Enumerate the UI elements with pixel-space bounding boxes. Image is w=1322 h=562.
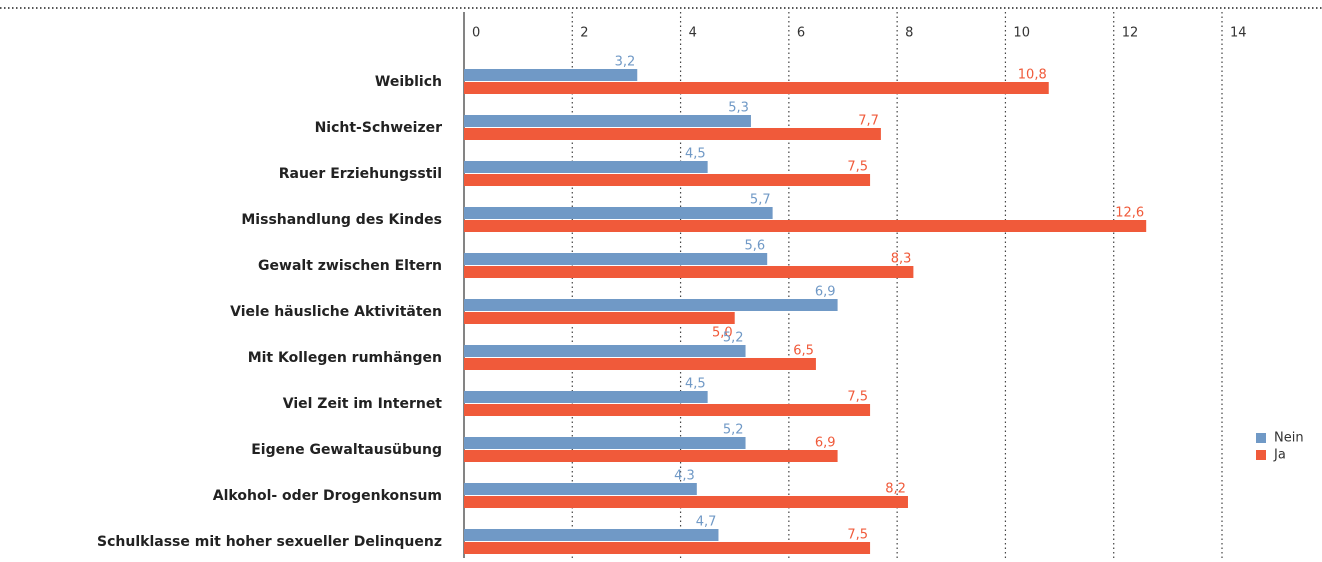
value-label: 8,3 xyxy=(891,252,912,267)
category-label: Rauer Erziehungsstil xyxy=(279,166,442,182)
value-label: 4,3 xyxy=(674,469,695,484)
x-tick-label: 8 xyxy=(905,26,913,41)
value-label: 8,2 xyxy=(885,482,906,497)
bar xyxy=(464,312,735,324)
bar xyxy=(464,253,768,265)
value-label: 5,7 xyxy=(750,193,771,208)
value-label: 4,7 xyxy=(696,515,717,530)
value-label: 6,9 xyxy=(815,436,836,451)
x-tick-label: 2 xyxy=(580,26,588,41)
bar xyxy=(464,529,719,541)
x-tick-label: 0 xyxy=(472,26,480,41)
bar xyxy=(464,115,751,127)
value-label: 5,2 xyxy=(723,423,744,438)
category-label: Mit Kollegen rumhängen xyxy=(248,350,442,366)
category-label: Viele häusliche Aktivitäten xyxy=(230,304,442,320)
x-tick-label: 12 xyxy=(1122,26,1139,41)
bar xyxy=(464,404,871,416)
bar xyxy=(464,128,881,140)
bar xyxy=(464,69,638,81)
bar xyxy=(464,345,746,357)
value-label: 4,5 xyxy=(685,147,706,162)
category-label: Schulklasse mit hoher sexueller Delinque… xyxy=(97,534,442,550)
legend-label: Ja xyxy=(1273,448,1286,463)
value-label: 7,5 xyxy=(847,160,868,175)
value-label: 5,3 xyxy=(728,101,749,116)
category-label: Nicht-Schweizer xyxy=(315,120,443,136)
legend-swatch xyxy=(1256,450,1266,460)
bar xyxy=(464,299,838,311)
x-tick-label: 6 xyxy=(797,26,805,41)
category-label: Weiblich xyxy=(375,74,442,90)
x-tick-label: 4 xyxy=(689,26,697,41)
x-tick-label: 10 xyxy=(1013,26,1030,41)
value-label: 7,7 xyxy=(858,114,879,129)
category-label: Misshandlung des Kindes xyxy=(241,212,442,228)
bar xyxy=(464,82,1049,94)
category-label: Gewalt zwischen Eltern xyxy=(258,258,442,274)
bar xyxy=(464,161,708,173)
legend-swatch xyxy=(1256,433,1266,443)
bar xyxy=(464,358,816,370)
value-label: 7,5 xyxy=(847,390,868,405)
value-label: 6,5 xyxy=(793,344,814,359)
x-tick-label: 14 xyxy=(1230,26,1247,41)
bar xyxy=(464,483,697,495)
bar xyxy=(464,542,871,554)
value-label: 7,5 xyxy=(847,528,868,543)
legend-label: Nein xyxy=(1274,431,1304,446)
bar xyxy=(464,174,871,186)
value-label: 6,9 xyxy=(815,285,836,300)
value-label: 3,2 xyxy=(615,55,636,70)
bar xyxy=(464,266,914,278)
bar xyxy=(464,207,773,219)
value-label: 4,5 xyxy=(685,377,706,392)
bar xyxy=(464,391,708,403)
value-label: 12,6 xyxy=(1115,206,1144,221)
category-label: Alkohol- oder Drogenkonsum xyxy=(213,488,442,504)
value-label: 5,0 xyxy=(712,326,733,341)
category-label: Eigene Gewaltausübung xyxy=(251,442,442,458)
bar xyxy=(464,450,838,462)
value-label: 5,6 xyxy=(745,239,766,254)
bar xyxy=(464,220,1147,232)
category-label: Viel Zeit im Internet xyxy=(283,396,443,412)
value-label: 10,8 xyxy=(1018,68,1047,83)
value-label: 5,2 xyxy=(723,331,744,346)
bar xyxy=(464,437,746,449)
bar xyxy=(464,496,908,508)
